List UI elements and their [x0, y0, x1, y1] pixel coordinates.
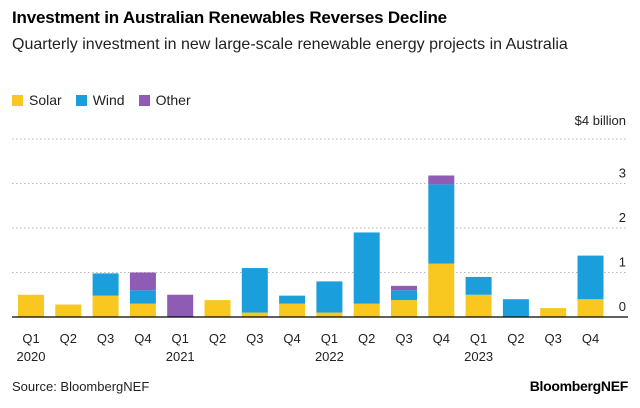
x-tick-label-13: Q2	[507, 331, 524, 346]
bar-wind-3	[129, 290, 156, 304]
bar-other-10	[391, 285, 417, 291]
legend-label-other: Other	[155, 92, 191, 108]
legend-swatch-wind	[75, 94, 87, 106]
bar-wind-10	[391, 290, 417, 301]
bar-solar-11	[428, 263, 455, 317]
legend: Solar Wind Other	[12, 92, 191, 108]
x-tick-label-8: Q1	[321, 331, 338, 346]
year-label-2022: 2022	[315, 349, 344, 364]
bar-solar-7	[279, 303, 306, 317]
bar-solar-8	[316, 312, 343, 317]
bar-solar-14	[540, 308, 567, 317]
x-tick-label-11: Q4	[433, 331, 450, 346]
legend-swatch-other	[138, 94, 150, 106]
x-tick-label-9: Q2	[358, 331, 375, 346]
legend-item-solar: Solar	[12, 92, 62, 108]
brand-logo: BloombergNEF	[529, 378, 629, 394]
bar-other-11	[428, 175, 455, 185]
legend-item-other: Other	[138, 92, 191, 108]
bar-solar-2	[92, 295, 119, 317]
legend-label-solar: Solar	[29, 92, 62, 108]
bar-solar-9	[353, 303, 380, 317]
x-tick-label-12: Q1	[470, 331, 487, 346]
bar-other-4	[167, 294, 194, 317]
bar-wind-6	[241, 268, 268, 313]
x-tick-label-7: Q4	[283, 331, 300, 346]
legend-item-wind: Wind	[75, 92, 125, 108]
bar-solar-0	[18, 294, 44, 317]
bar-solar-3	[129, 303, 156, 317]
x-tick-label-4: Q1	[172, 331, 189, 346]
bar-wind-12	[465, 276, 492, 295]
y-tick-label-4: $4 billion	[575, 113, 626, 128]
x-tick-label-3: Q4	[134, 331, 151, 346]
bar-solar-5	[204, 300, 231, 317]
bar-wind-15	[577, 255, 604, 300]
x-tick-label-15: Q4	[582, 331, 599, 346]
chart-subtitle: Quarterly investment in new large-scale …	[12, 36, 568, 53]
x-tick-label-5: Q2	[209, 331, 226, 346]
bar-wind-11	[428, 184, 455, 264]
bar-wind-2	[92, 273, 119, 296]
x-tick-label-14: Q3	[545, 331, 562, 346]
y-tick-label-1: 1	[619, 255, 626, 270]
legend-swatch-solar	[12, 94, 23, 106]
y-tick-label-0: 0	[619, 299, 626, 314]
x-tick-label-1: Q2	[60, 331, 77, 346]
chart-title: Investment in Australian Renewables Reve…	[12, 8, 447, 27]
bar-solar-1	[55, 304, 82, 317]
bar-wind-8	[316, 281, 343, 313]
bar-wind-13	[502, 299, 529, 317]
bar-wind-9	[353, 232, 380, 304]
x-tick-label-0: Q1	[22, 331, 39, 346]
y-tick-label-3: 3	[619, 166, 626, 181]
y-tick-label-2: 2	[619, 210, 626, 225]
x-tick-label-2: Q3	[97, 331, 114, 346]
x-tick-label-6: Q3	[246, 331, 263, 346]
x-tick-label-10: Q3	[395, 331, 412, 346]
source-note: Source: BloombergNEF	[12, 379, 150, 394]
bar-solar-12	[465, 294, 492, 317]
year-label-2020: 2020	[17, 349, 46, 364]
bar-wind-7	[279, 295, 306, 304]
bar-solar-10	[391, 300, 417, 317]
legend-label-wind: Wind	[92, 92, 125, 108]
year-label-2023: 2023	[464, 349, 493, 364]
bar-solar-15	[577, 299, 604, 317]
year-label-2021: 2021	[166, 349, 195, 364]
bar-solar-6	[241, 312, 268, 317]
bar-other-3	[129, 272, 156, 291]
